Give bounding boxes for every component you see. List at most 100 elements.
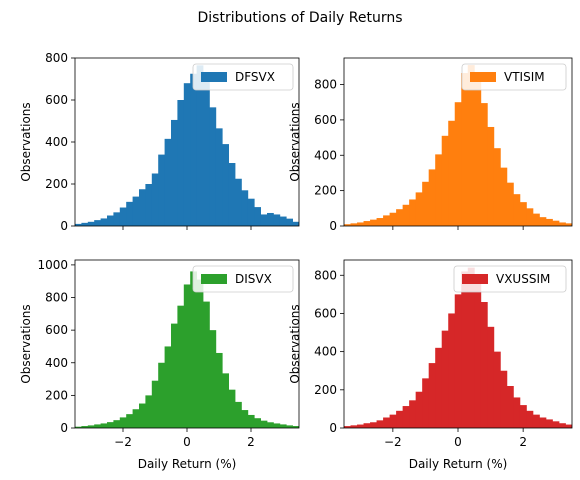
histogram-bar: [113, 420, 121, 428]
histogram-bar: [222, 373, 229, 428]
histogram-bar: [539, 417, 547, 428]
histogram-panel-4: −2 0 2 0 200 400 600 800 Observations Daily Retur…: [288, 259, 573, 471]
histogram-bar: [94, 424, 101, 428]
histogram-bar: [474, 280, 482, 428]
histogram-bar: [171, 323, 178, 428]
histogram-bar: [177, 305, 185, 428]
x-tick-label: −2: [384, 435, 402, 449]
y-tick-label: 200: [314, 184, 337, 198]
histogram-bar: [94, 220, 101, 226]
y-tick-label: 400: [45, 135, 68, 149]
histogram-bar: [286, 425, 293, 428]
histogram-bar: [241, 410, 249, 428]
histogram-bar: [228, 389, 236, 428]
histogram-bar: [383, 215, 390, 226]
bars-4: [344, 267, 572, 428]
histogram-bar: [526, 410, 534, 428]
histogram-bar: [190, 271, 197, 428]
histogram-bar: [260, 420, 268, 428]
histogram-bar: [209, 107, 217, 226]
y-tick-label: 200: [45, 388, 68, 402]
x-tick-label: 0: [454, 435, 462, 449]
histogram-bar: [409, 400, 417, 428]
histogram-bar: [441, 330, 449, 428]
histogram-bar: [87, 221, 95, 226]
histogram-bar: [383, 417, 390, 428]
y-axis-label: Observations: [19, 304, 33, 383]
panels: 0200400600800ObservationsDFSVX0200400600…: [19, 51, 573, 471]
histogram-bar: [480, 103, 488, 226]
histogram-bar: [100, 423, 108, 428]
histogram-bar: [513, 397, 521, 428]
histogram-bar: [145, 395, 153, 428]
histogram-bar: [474, 79, 482, 226]
histogram-bar: [389, 212, 397, 226]
histogram-bar: [139, 403, 146, 428]
y-tick-label: 0: [60, 421, 68, 435]
histogram-bar: [435, 154, 443, 226]
legend-box: [453, 265, 567, 293]
x-tick-label: 0: [183, 435, 191, 449]
histogram-bar: [151, 173, 159, 226]
x-tick-label: −2: [114, 435, 132, 449]
legend-box: [192, 63, 294, 91]
histogram-bar: [558, 222, 566, 226]
histogram-bar: [158, 362, 165, 428]
histogram-bar: [75, 223, 82, 226]
histogram-bar: [215, 128, 223, 226]
histogram-bar: [558, 423, 566, 428]
y-tick-label: 600: [314, 113, 337, 127]
y-tick-label: 600: [45, 323, 68, 337]
histogram-bar: [363, 221, 371, 226]
histogram-bar: [396, 410, 404, 428]
histogram-bar: [145, 184, 153, 226]
histogram-bar: [183, 83, 191, 226]
y-tick-label: 800: [314, 268, 337, 282]
y-tick-label: 800: [45, 291, 68, 305]
histogram-panel-3: −2 0 2 0 200 400 600 800 1000 Observations Daily R…: [19, 258, 300, 471]
bars-3: [75, 271, 299, 428]
y-tick-label: 200: [314, 383, 337, 397]
histogram-bar: [389, 414, 397, 428]
y-axis-label: Observations: [19, 102, 33, 181]
histogram-bar: [158, 154, 165, 226]
histogram-bar: [87, 425, 95, 428]
figure-title: Distributions of Daily Returns: [198, 10, 403, 26]
histogram-bar: [506, 182, 514, 226]
histogram-bar: [545, 419, 553, 428]
histogram-bar: [435, 347, 443, 428]
histogram-bar: [247, 198, 255, 226]
histogram-bar: [344, 224, 351, 226]
histogram-bar: [126, 414, 133, 428]
histogram-bar: [267, 422, 274, 428]
histogram-bar: [279, 424, 287, 428]
legend-label: VTISIM: [504, 70, 545, 84]
y-tick-label: 400: [314, 148, 337, 162]
histogram-bar: [539, 217, 547, 226]
histogram-bar: [292, 426, 299, 428]
histogram-bar: [113, 212, 121, 226]
histogram-bar: [565, 223, 572, 226]
histogram-bar: [151, 380, 159, 428]
histogram-bar: [196, 65, 204, 226]
histogram-bar: [493, 148, 501, 226]
histogram-bar: [228, 163, 236, 226]
y-tick-label: 200: [45, 177, 68, 191]
histogram-bar: [552, 220, 560, 226]
histogram-bar: [513, 194, 521, 226]
legend-swatch: [201, 72, 227, 82]
histogram-bar: [350, 425, 358, 428]
histogram-bar: [357, 222, 364, 226]
histogram-bar: [402, 406, 410, 428]
x-tick-label: 2: [519, 435, 527, 449]
y-tick-label: 1000: [37, 258, 68, 272]
histogram-bar: [415, 391, 423, 428]
histogram-bar: [126, 201, 133, 226]
histogram-bar: [448, 313, 456, 428]
histogram-bar: [545, 218, 553, 226]
bars-1: [75, 65, 299, 226]
y-tick-label: 600: [45, 93, 68, 107]
histogram-bar: [552, 421, 560, 428]
histogram-bar: [565, 424, 572, 428]
histogram-bar: [139, 189, 146, 226]
